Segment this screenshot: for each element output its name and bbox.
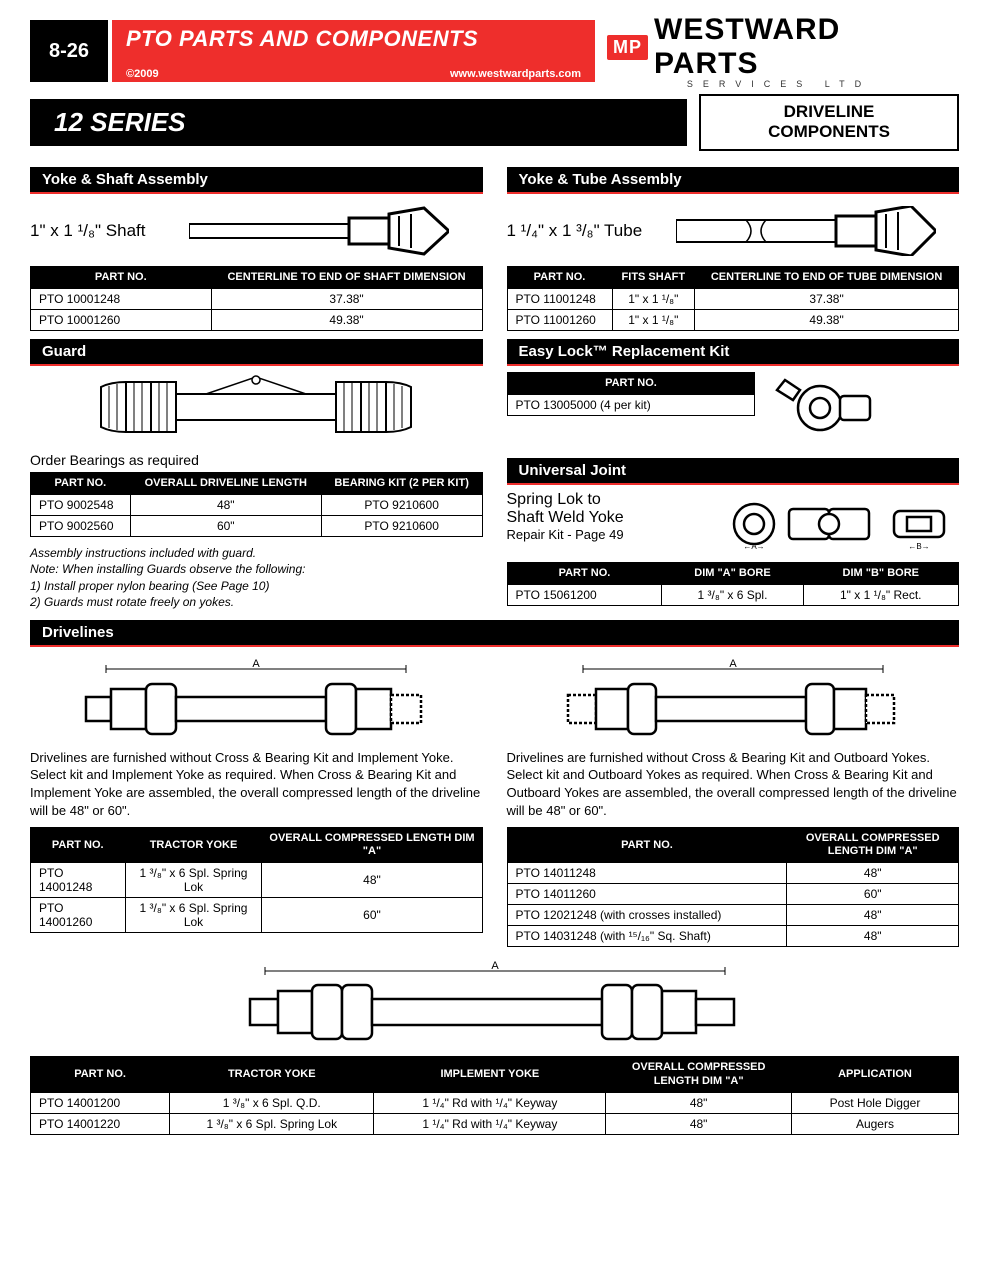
table-row: PTO 900254848"PTO 9210600 [31, 495, 483, 516]
header-redbar: PTO PARTS AND COMPONENTS ©2009 www.westw… [112, 20, 595, 82]
th-yoke: TRACTOR YOKE [125, 828, 262, 863]
easylock-diagram [765, 378, 885, 438]
th-dim: CENTERLINE TO END OF SHAFT DIMENSION [211, 266, 482, 288]
yoke-shaft-diagram [156, 206, 483, 256]
section-yoke-tube: Yoke & Tube Assembly [507, 167, 960, 194]
table-row: PTO 14001200 1 ³/₈" x 6 Spl. Q.D. 1 ¹/₄"… [31, 1092, 959, 1113]
table-row: PTO 110012481" x 1 ¹/₈"37.38" [507, 288, 959, 309]
guard-order-note: Order Bearings as required [30, 452, 483, 468]
th-partno: PART NO. [31, 266, 212, 288]
th-partno: PART NO. [507, 828, 787, 863]
driveline-desc-left: Drivelines are furnished without Cross &… [30, 749, 483, 819]
th-partno: PART NO. [31, 472, 131, 494]
th-partno: PART NO. [507, 266, 612, 288]
th-dim: CENTERLINE TO END OF TUBE DIMENSION [695, 266, 959, 288]
th-partno: PART NO. [507, 372, 755, 394]
series-label: 12 SERIES [30, 99, 687, 146]
ujoint-sub3: Repair Kit - Page 49 [507, 527, 720, 542]
page-header: 8-26 PTO PARTS AND COMPONENTS ©2009 www.… [30, 20, 959, 82]
ujoint-diagram: ←A→ ←B→ [729, 497, 959, 552]
series-row: 12 SERIES DRIVELINE COMPONENTS [30, 94, 959, 151]
svg-text:A: A [491, 961, 499, 972]
brand-logo: MP WESTWARD PARTS SERVICES LTD [599, 20, 959, 82]
driveline-diagram-right: A [507, 659, 960, 739]
table-row: PTO 110012601" x 1 ¹/₈"49.38" [507, 309, 959, 330]
ujoint-sub1: Spring Lok to [507, 491, 720, 509]
svg-text:A: A [253, 659, 261, 670]
th-partno: PART NO. [31, 828, 126, 863]
yoke-tube-diagram [652, 206, 959, 256]
driveline-table-bottom: PART NO. TRACTOR YOKE IMPLEMENT YOKE OVE… [30, 1056, 959, 1134]
guard-table: PART NO. OVERALL DRIVELINE LENGTH BEARIN… [30, 472, 483, 537]
th-fits: FITS SHAFT [612, 266, 695, 288]
section-ujoint: Universal Joint [507, 458, 960, 485]
driveline-table-left: PART NO. TRACTOR YOKE OVERALL COMPRESSED… [30, 827, 483, 933]
th-impl-yoke: IMPLEMENT YOKE [374, 1057, 606, 1092]
page-number: 8-26 [30, 20, 108, 82]
table-row: PTO 14031248 (with ¹⁵/₁₆" Sq. Shaft)48" [507, 926, 959, 947]
section-yoke-shaft: Yoke & Shaft Assembly [30, 167, 483, 194]
guard-diagram [30, 372, 483, 442]
th-len: OVERALL COMPRESSED LENGTH DIM "A" [262, 828, 482, 863]
driveline-table-right: PART NO. OVERALL COMPRESSED LENGTH DIM "… [507, 827, 960, 947]
logo-badge: MP [607, 35, 648, 60]
table-row: PTO 1401126060" [507, 884, 959, 905]
driveline-diagram-left: A [30, 659, 483, 739]
yoke-shaft-subtitle: 1" x 1 ¹/₈" Shaft [30, 221, 146, 241]
svg-text:A: A [729, 659, 737, 670]
easylock-table: PART NO. PTO 13005000 (4 per kit) [507, 372, 756, 416]
table-row: PTO 140012481 ³/₈" x 6 Spl. Spring Lok48… [31, 863, 483, 898]
yoke-shaft-table: PART NO. CENTERLINE TO END OF SHAFT DIME… [30, 266, 483, 331]
category-line2: COMPONENTS [721, 122, 937, 142]
th-tractor-yoke: TRACTOR YOKE [170, 1057, 374, 1092]
th-partno: PART NO. [31, 1057, 170, 1092]
guard-notes: Assembly instructions included with guar… [30, 545, 483, 610]
th-app: APPLICATION [791, 1057, 958, 1092]
yoke-tube-table: PART NO. FITS SHAFT CENTERLINE TO END OF… [507, 266, 960, 331]
svg-text:←B→: ←B→ [908, 542, 929, 551]
th-dima: DIM "A" BORE [662, 562, 803, 584]
table-row: PTO 900256060"PTO 9210600 [31, 516, 483, 537]
th-length: OVERALL DRIVELINE LENGTH [130, 472, 321, 494]
svg-text:←A→: ←A→ [743, 542, 764, 551]
table-row: PTO 140012601 ³/₈" x 6 Spl. Spring Lok60… [31, 898, 483, 933]
th-len: OVERALL COMPRESSED LENGTH DIM "A" [606, 1057, 792, 1092]
table-row: PTO 14001220 1 ³/₈" x 6 Spl. Spring Lok … [31, 1113, 959, 1134]
ujoint-sub2: Shaft Weld Yoke [507, 509, 720, 527]
header-copyright: ©2009 [126, 68, 159, 80]
section-easylock: Easy Lock™ Replacement Kit [507, 339, 960, 366]
header-url: www.westwardparts.com [450, 68, 581, 80]
section-guard: Guard [30, 339, 483, 366]
category-box: DRIVELINE COMPONENTS [699, 94, 959, 151]
th-len: OVERALL COMPRESSED LENGTH DIM "A" [787, 828, 959, 863]
logo-subtitle: SERVICES LTD [687, 79, 871, 89]
table-row: PTO 13005000 (4 per kit) [507, 395, 755, 416]
th-dimb: DIM "B" BORE [803, 562, 958, 584]
section-drivelines: Drivelines [30, 620, 959, 647]
th-partno: PART NO. [507, 562, 662, 584]
table-row: PTO 12021248 (with crosses installed)48" [507, 905, 959, 926]
category-line1: DRIVELINE [721, 102, 937, 122]
driveline-desc-right: Drivelines are furnished without Cross &… [507, 749, 960, 819]
table-row: PTO 150612001 ³/₈" x 6 Spl.1" x 1 ¹/₈" R… [507, 585, 959, 606]
ujoint-table: PART NO. DIM "A" BORE DIM "B" BORE PTO 1… [507, 562, 960, 606]
table-row: PTO 1000124837.38" [31, 288, 483, 309]
driveline-diagram-bottom: A [30, 961, 959, 1046]
header-title: PTO PARTS AND COMPONENTS [126, 26, 581, 52]
yoke-tube-subtitle: 1 ¹/₄" x 1 ³/₈" Tube [507, 221, 643, 241]
th-bearing: BEARING KIT (2 PER KIT) [321, 472, 482, 494]
table-row: PTO 1401124848" [507, 863, 959, 884]
logo-text: WESTWARD PARTS [654, 13, 951, 81]
table-row: PTO 1000126049.38" [31, 309, 483, 330]
